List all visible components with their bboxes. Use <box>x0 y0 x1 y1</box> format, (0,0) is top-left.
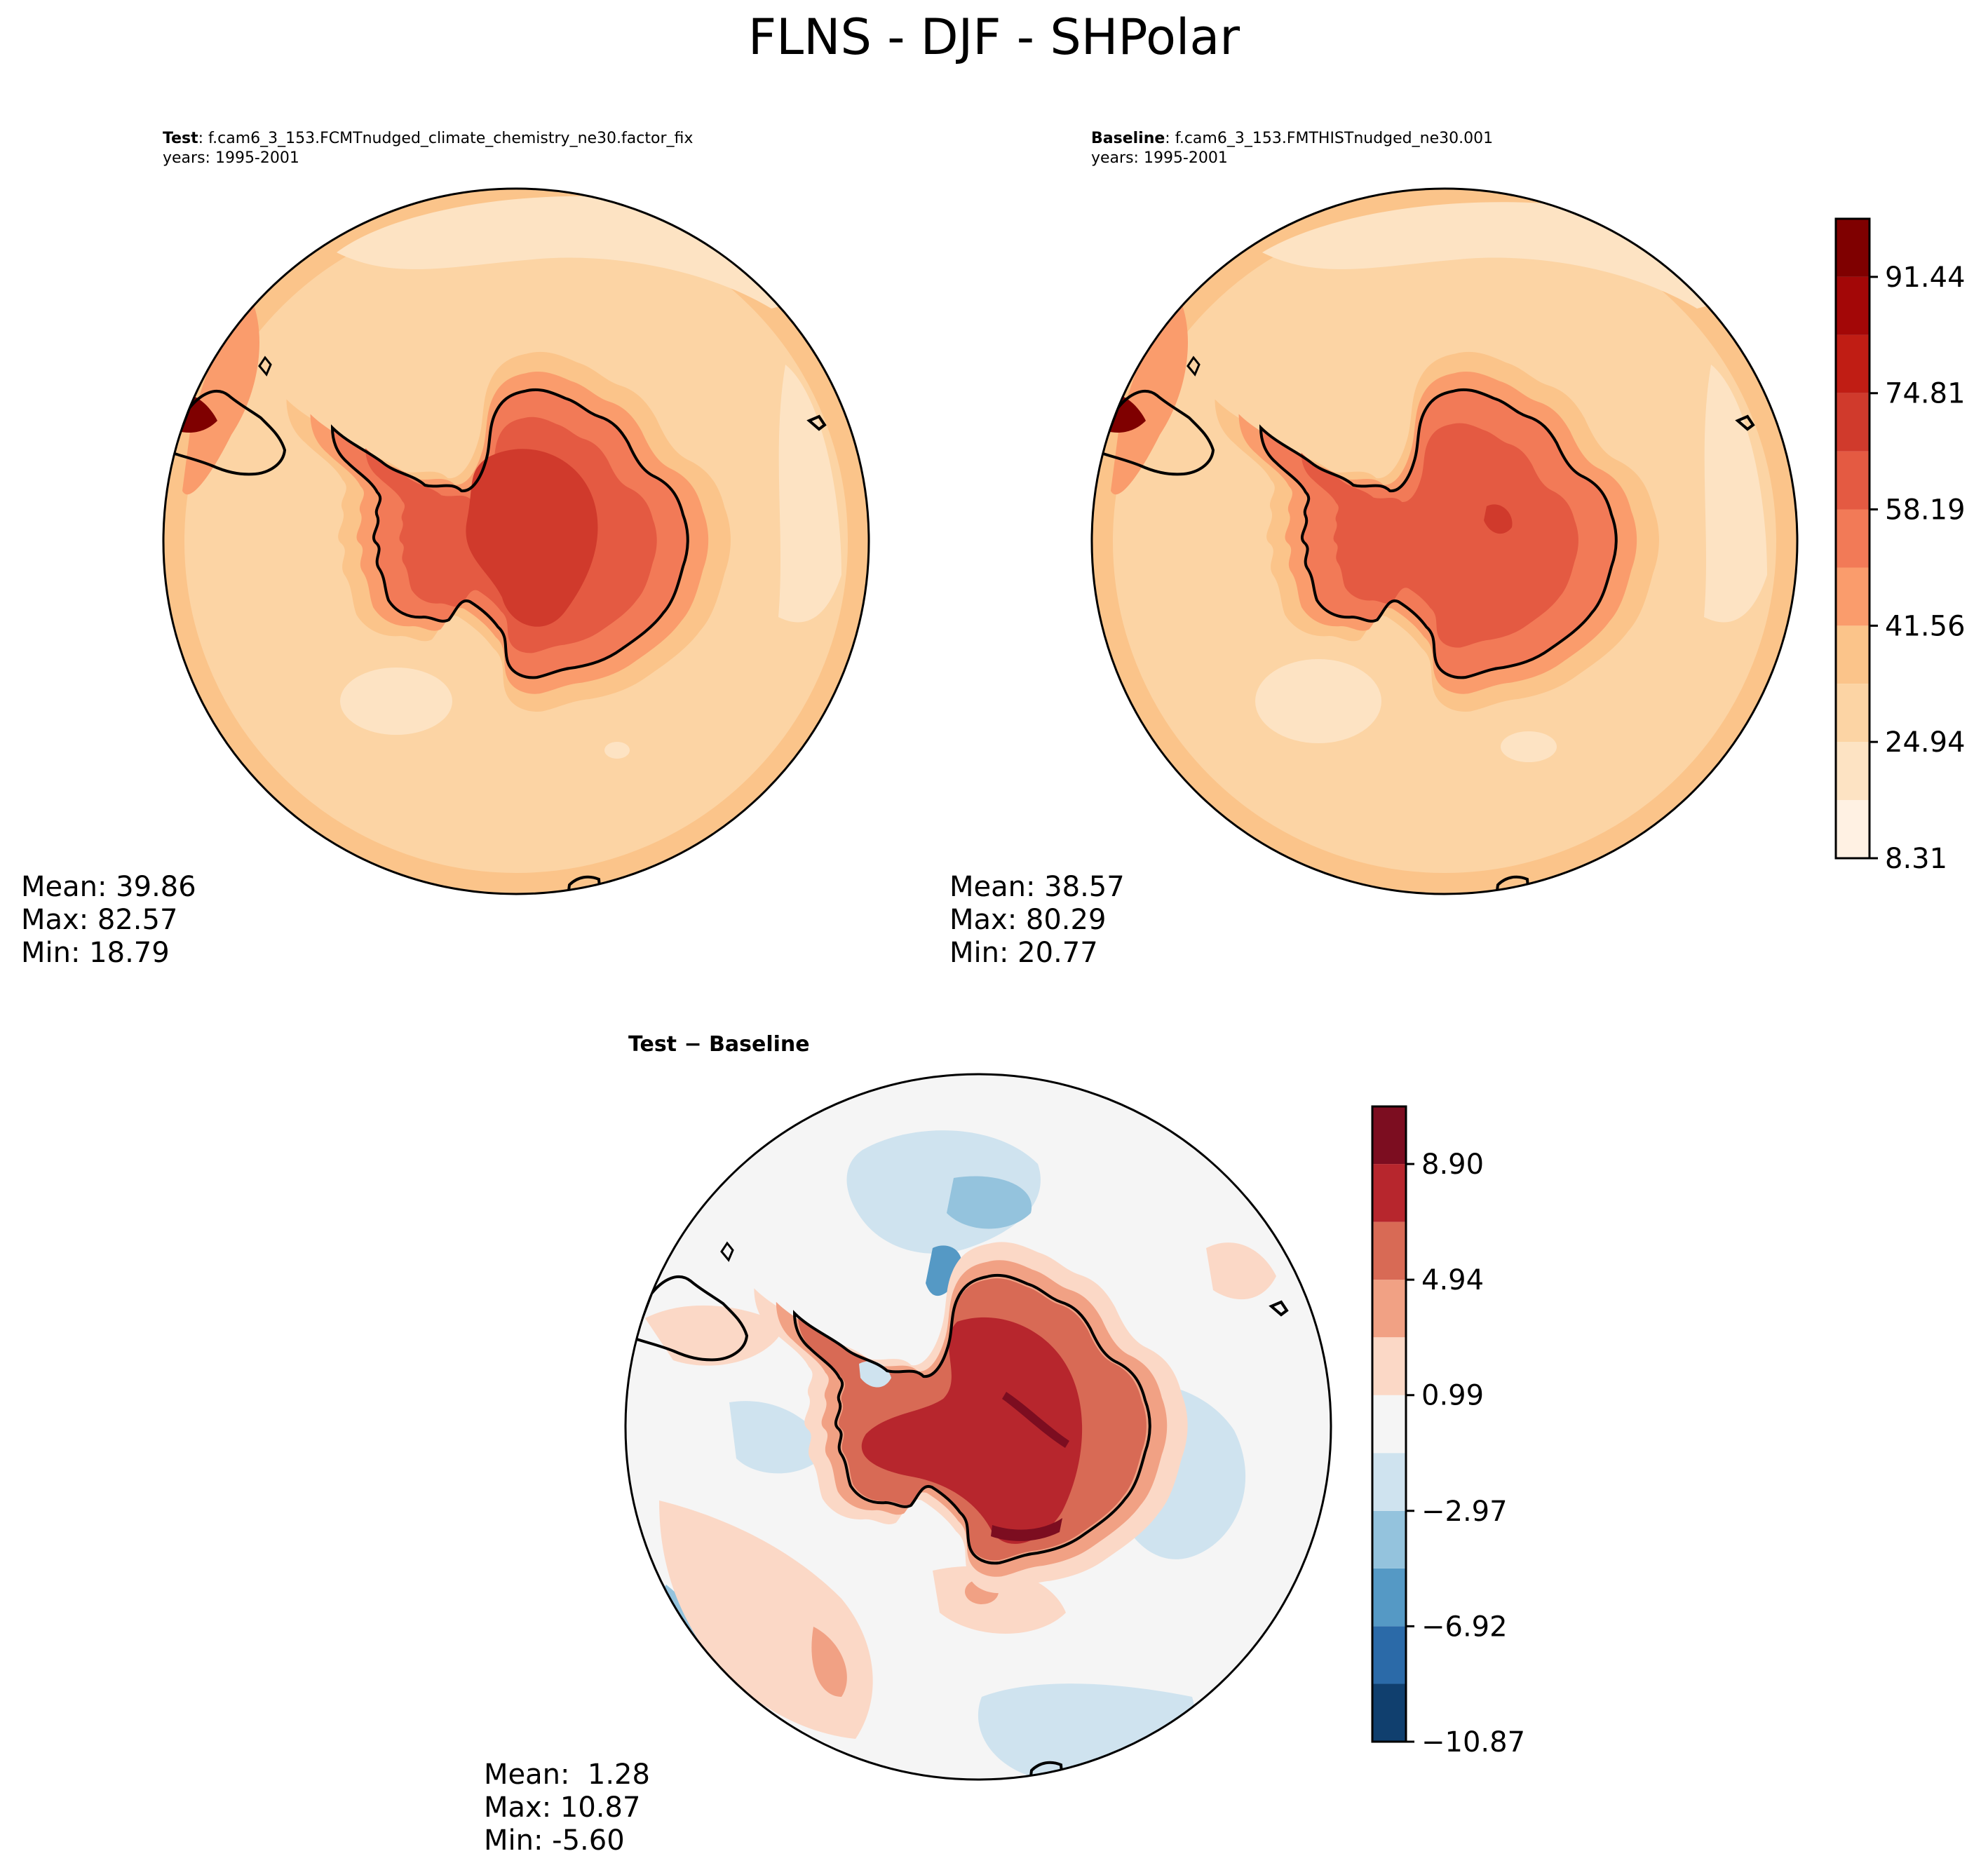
div-colorbar-segment <box>1372 1683 1406 1742</box>
baseline-min: Min: 20.77 <box>949 937 1098 969</box>
test-min: Min: 18.79 <box>21 937 170 969</box>
div-colorbar-tick-label: 4.94 <box>1421 1264 1484 1296</box>
baseline-mean: Mean: 38.57 <box>949 871 1125 903</box>
diff-mean: Mean: 1.28 <box>484 1759 650 1791</box>
seq-colorbar-segment <box>1836 276 1869 335</box>
seq-colorbar-segment <box>1836 334 1869 393</box>
test-case-name: : f.cam6_3_153.FCMTnudged_climate_chemis… <box>198 130 694 147</box>
seq-colorbar-segment <box>1836 451 1869 510</box>
test-max: Max: 82.57 <box>21 904 178 936</box>
diff-map <box>624 1073 1332 1781</box>
div-colorbar-segment <box>1372 1164 1406 1222</box>
seq-colorbar-tick-label: 41.56 <box>1885 610 1966 642</box>
div-colorbar-tick-label: 0.99 <box>1421 1380 1484 1412</box>
seq-colorbar-segment <box>1836 742 1869 801</box>
div-colorbar-segment <box>1372 1395 1406 1454</box>
diff-min: Min: -5.60 <box>484 1824 625 1857</box>
seq-colorbar-frame <box>1834 217 1871 860</box>
div-colorbar-frame <box>1371 1105 1407 1743</box>
div-colorbar-segment <box>1372 1453 1406 1511</box>
seq-colorbar-segment <box>1836 219 1869 277</box>
div-colorbar-segment <box>1372 1337 1406 1395</box>
seq-colorbar-segment <box>1836 567 1869 626</box>
test-baseline-colorbar: 8.31 24.94 41.56 58.19 74.81 91.44 <box>1834 217 1966 875</box>
diff-max: Max: 10.87 <box>484 1791 641 1824</box>
seq-colorbar-tick-label: 58.19 <box>1885 494 1966 527</box>
baseline-label: Baseline <box>1091 130 1165 147</box>
diff-stats: Mean: 1.28 Max: 10.87 Min: -5.60 <box>484 1759 650 1857</box>
div-colorbar-segment <box>1372 1626 1406 1684</box>
test-label: Test <box>163 130 198 147</box>
figure-title: FLNS - DJF - SHPolar <box>748 8 1240 66</box>
div-colorbar-tick-label: −6.92 <box>1421 1611 1508 1643</box>
baseline-map <box>1090 187 1799 895</box>
seq-colorbar-tick-label: 8.31 <box>1885 843 1947 875</box>
div-colorbar-tick-label: 8.90 <box>1421 1149 1484 1181</box>
div-colorbar-segment <box>1372 1510 1406 1569</box>
test-mean: Mean: 39.86 <box>21 871 196 903</box>
baseline-max: Max: 80.29 <box>949 904 1107 936</box>
seq-colorbar-segment <box>1836 393 1869 452</box>
seq-colorbar-segment <box>1836 509 1869 568</box>
test-map <box>162 187 870 895</box>
baseline-panel-title: Baseline: f.cam6_3_153.FMTHISTnudged_ne3… <box>1091 129 1493 168</box>
test-stats: Mean: 39.86 Max: 82.57 Min: 18.79 <box>21 871 196 970</box>
div-colorbar-segment <box>1372 1106 1406 1165</box>
seq-colorbar-tick-label: 91.44 <box>1885 262 1966 294</box>
div-colorbar-segment <box>1372 1568 1406 1627</box>
baseline-years: years: 1995-2001 <box>1091 149 1228 167</box>
seq-colorbar-segment <box>1836 625 1869 684</box>
div-colorbar-tick-label: −2.97 <box>1421 1496 1508 1528</box>
div-colorbar-tick-label: −10.87 <box>1421 1726 1525 1759</box>
diff-panel-title: Test − Baseline <box>628 1032 810 1057</box>
seq-colorbar-tick-label: 24.94 <box>1885 726 1966 759</box>
div-colorbar-segment <box>1372 1221 1406 1280</box>
seq-colorbar-segment <box>1836 800 1869 858</box>
seq-colorbar-tick-label: 74.81 <box>1885 378 1966 410</box>
div-colorbar-segment <box>1372 1280 1406 1338</box>
diff-colorbar: −10.87 −6.92 −2.97 0.99 4.94 8.90 <box>1371 1105 1525 1759</box>
baseline-stats: Mean: 38.57 Max: 80.29 Min: 20.77 <box>949 871 1125 970</box>
baseline-case-name: : f.cam6_3_153.FMTHISTnudged_ne30.001 <box>1165 130 1494 147</box>
test-years: years: 1995-2001 <box>163 149 299 167</box>
seq-colorbar-segment <box>1836 684 1869 743</box>
test-panel-title: Test: f.cam6_3_153.FCMTnudged_climate_ch… <box>163 129 693 168</box>
